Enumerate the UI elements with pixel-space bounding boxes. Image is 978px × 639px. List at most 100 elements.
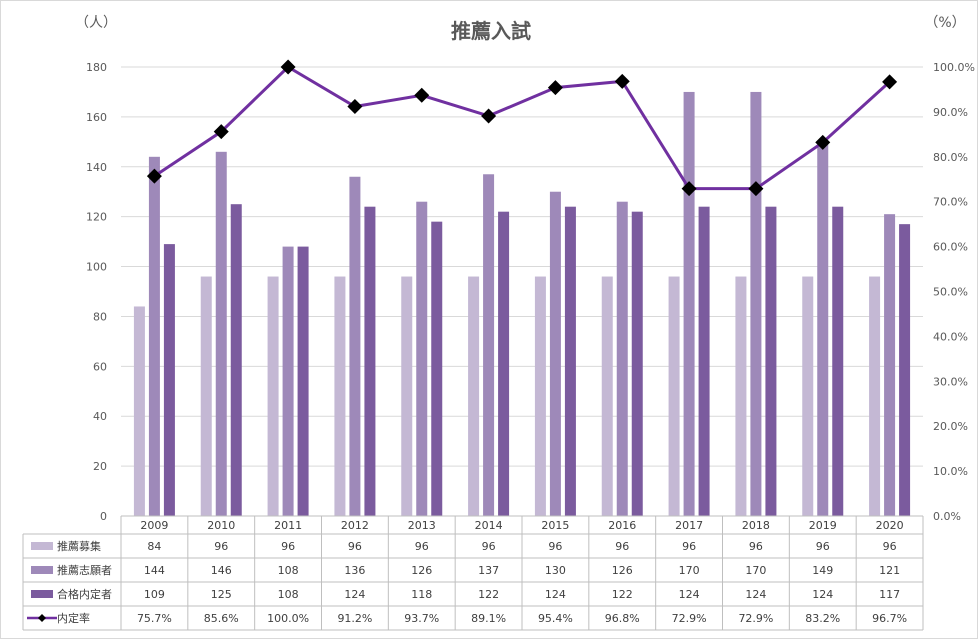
x-axis-tick: 2020 [876, 519, 904, 532]
bar [668, 276, 680, 516]
data-label: 93.7% [404, 612, 439, 625]
legend-swatch [31, 590, 53, 598]
right-axis-tick: 90.0% [933, 106, 968, 119]
left-axis-tick: 100 [86, 261, 107, 274]
data-label: 84 [147, 540, 161, 553]
bar [735, 276, 747, 516]
left-axis-tick: 20 [93, 460, 107, 473]
data-label: 137 [478, 564, 499, 577]
data-label: 96 [749, 540, 763, 553]
data-label: 96 [816, 540, 830, 553]
bar [349, 176, 361, 516]
x-axis-tick: 2010 [207, 519, 235, 532]
bar [431, 221, 443, 516]
right-axis-tick: 30.0% [933, 375, 968, 388]
left-axis-unit: （人） [75, 15, 117, 31]
bar [549, 191, 561, 516]
right-axis-tick: 50.0% [933, 286, 968, 299]
x-axis-tick: 2017 [675, 519, 703, 532]
data-label: 72.9% [738, 612, 773, 625]
legend-swatch [31, 566, 53, 574]
data-label: 118 [411, 588, 432, 601]
right-axis-tick: 60.0% [933, 241, 968, 254]
legend-entry: 推薦志願者 [57, 563, 112, 577]
x-axis-tick: 2009 [140, 519, 168, 532]
bar [534, 276, 546, 516]
bar [899, 224, 911, 516]
right-axis-tick: 80.0% [933, 151, 968, 164]
data-label: 89.1% [471, 612, 506, 625]
data-label: 122 [612, 588, 633, 601]
data-label: 100.0% [267, 612, 309, 625]
data-label: 126 [411, 564, 432, 577]
data-label: 124 [545, 588, 566, 601]
legend-marker [38, 614, 46, 622]
data-label: 96 [348, 540, 362, 553]
data-label: 146 [211, 564, 232, 577]
bar [765, 206, 777, 516]
rate-point [748, 181, 764, 197]
bar [631, 211, 643, 516]
data-label: 108 [278, 588, 299, 601]
bar [163, 244, 175, 516]
bar [869, 276, 881, 516]
rate-point [414, 87, 430, 103]
left-axis-tick: 140 [86, 161, 107, 174]
rate-point [280, 59, 296, 75]
data-label: 83.2% [805, 612, 840, 625]
bar [416, 201, 428, 516]
data-label: 124 [679, 588, 700, 601]
bar [148, 156, 160, 517]
data-label: 72.9% [672, 612, 707, 625]
right-axis-tick: 40.0% [933, 330, 968, 343]
left-axis-tick: 120 [86, 211, 107, 224]
data-label: 117 [879, 588, 900, 601]
left-axis-tick: 80 [93, 310, 107, 323]
legend-entry: 内定率 [57, 611, 90, 625]
data-label: 108 [278, 564, 299, 577]
bar [498, 211, 510, 516]
data-label: 124 [344, 588, 365, 601]
legend-entry: 推薦募集 [57, 539, 101, 553]
bar [832, 206, 844, 516]
right-axis-tick: 100.0% [933, 61, 975, 74]
left-axis-tick: 40 [93, 410, 107, 423]
bar [334, 276, 346, 516]
rate-line [146, 59, 898, 197]
data-label: 96 [615, 540, 629, 553]
rate-point [882, 74, 898, 90]
data-label: 122 [478, 588, 499, 601]
rate-point [146, 168, 162, 184]
rate-point [681, 181, 697, 197]
data-label: 96.8% [605, 612, 640, 625]
bar [200, 276, 212, 516]
bar [802, 276, 814, 516]
rate-point [213, 124, 229, 140]
x-axis-tick: 2019 [809, 519, 837, 532]
data-label: 91.2% [337, 612, 372, 625]
data-label: 144 [144, 564, 165, 577]
data-label: 130 [545, 564, 566, 577]
data-label: 136 [344, 564, 365, 577]
bar [698, 206, 710, 516]
left-axis-tick: 160 [86, 111, 107, 124]
data-label: 75.7% [137, 612, 172, 625]
bar [364, 206, 376, 516]
bar [297, 246, 309, 516]
bar [468, 276, 480, 516]
x-axis-tick: 2016 [608, 519, 636, 532]
x-axis-tick: 2011 [274, 519, 302, 532]
rate-point [547, 80, 563, 96]
data-label: 109 [144, 588, 165, 601]
data-label: 170 [745, 564, 766, 577]
data-label: 125 [211, 588, 232, 601]
bar [616, 201, 628, 516]
bar [564, 206, 576, 516]
data-label: 85.6% [204, 612, 239, 625]
rate-point [614, 73, 630, 89]
gridlines [121, 66, 923, 517]
right-axis-tick: 20.0% [933, 420, 968, 433]
bar [683, 91, 695, 516]
